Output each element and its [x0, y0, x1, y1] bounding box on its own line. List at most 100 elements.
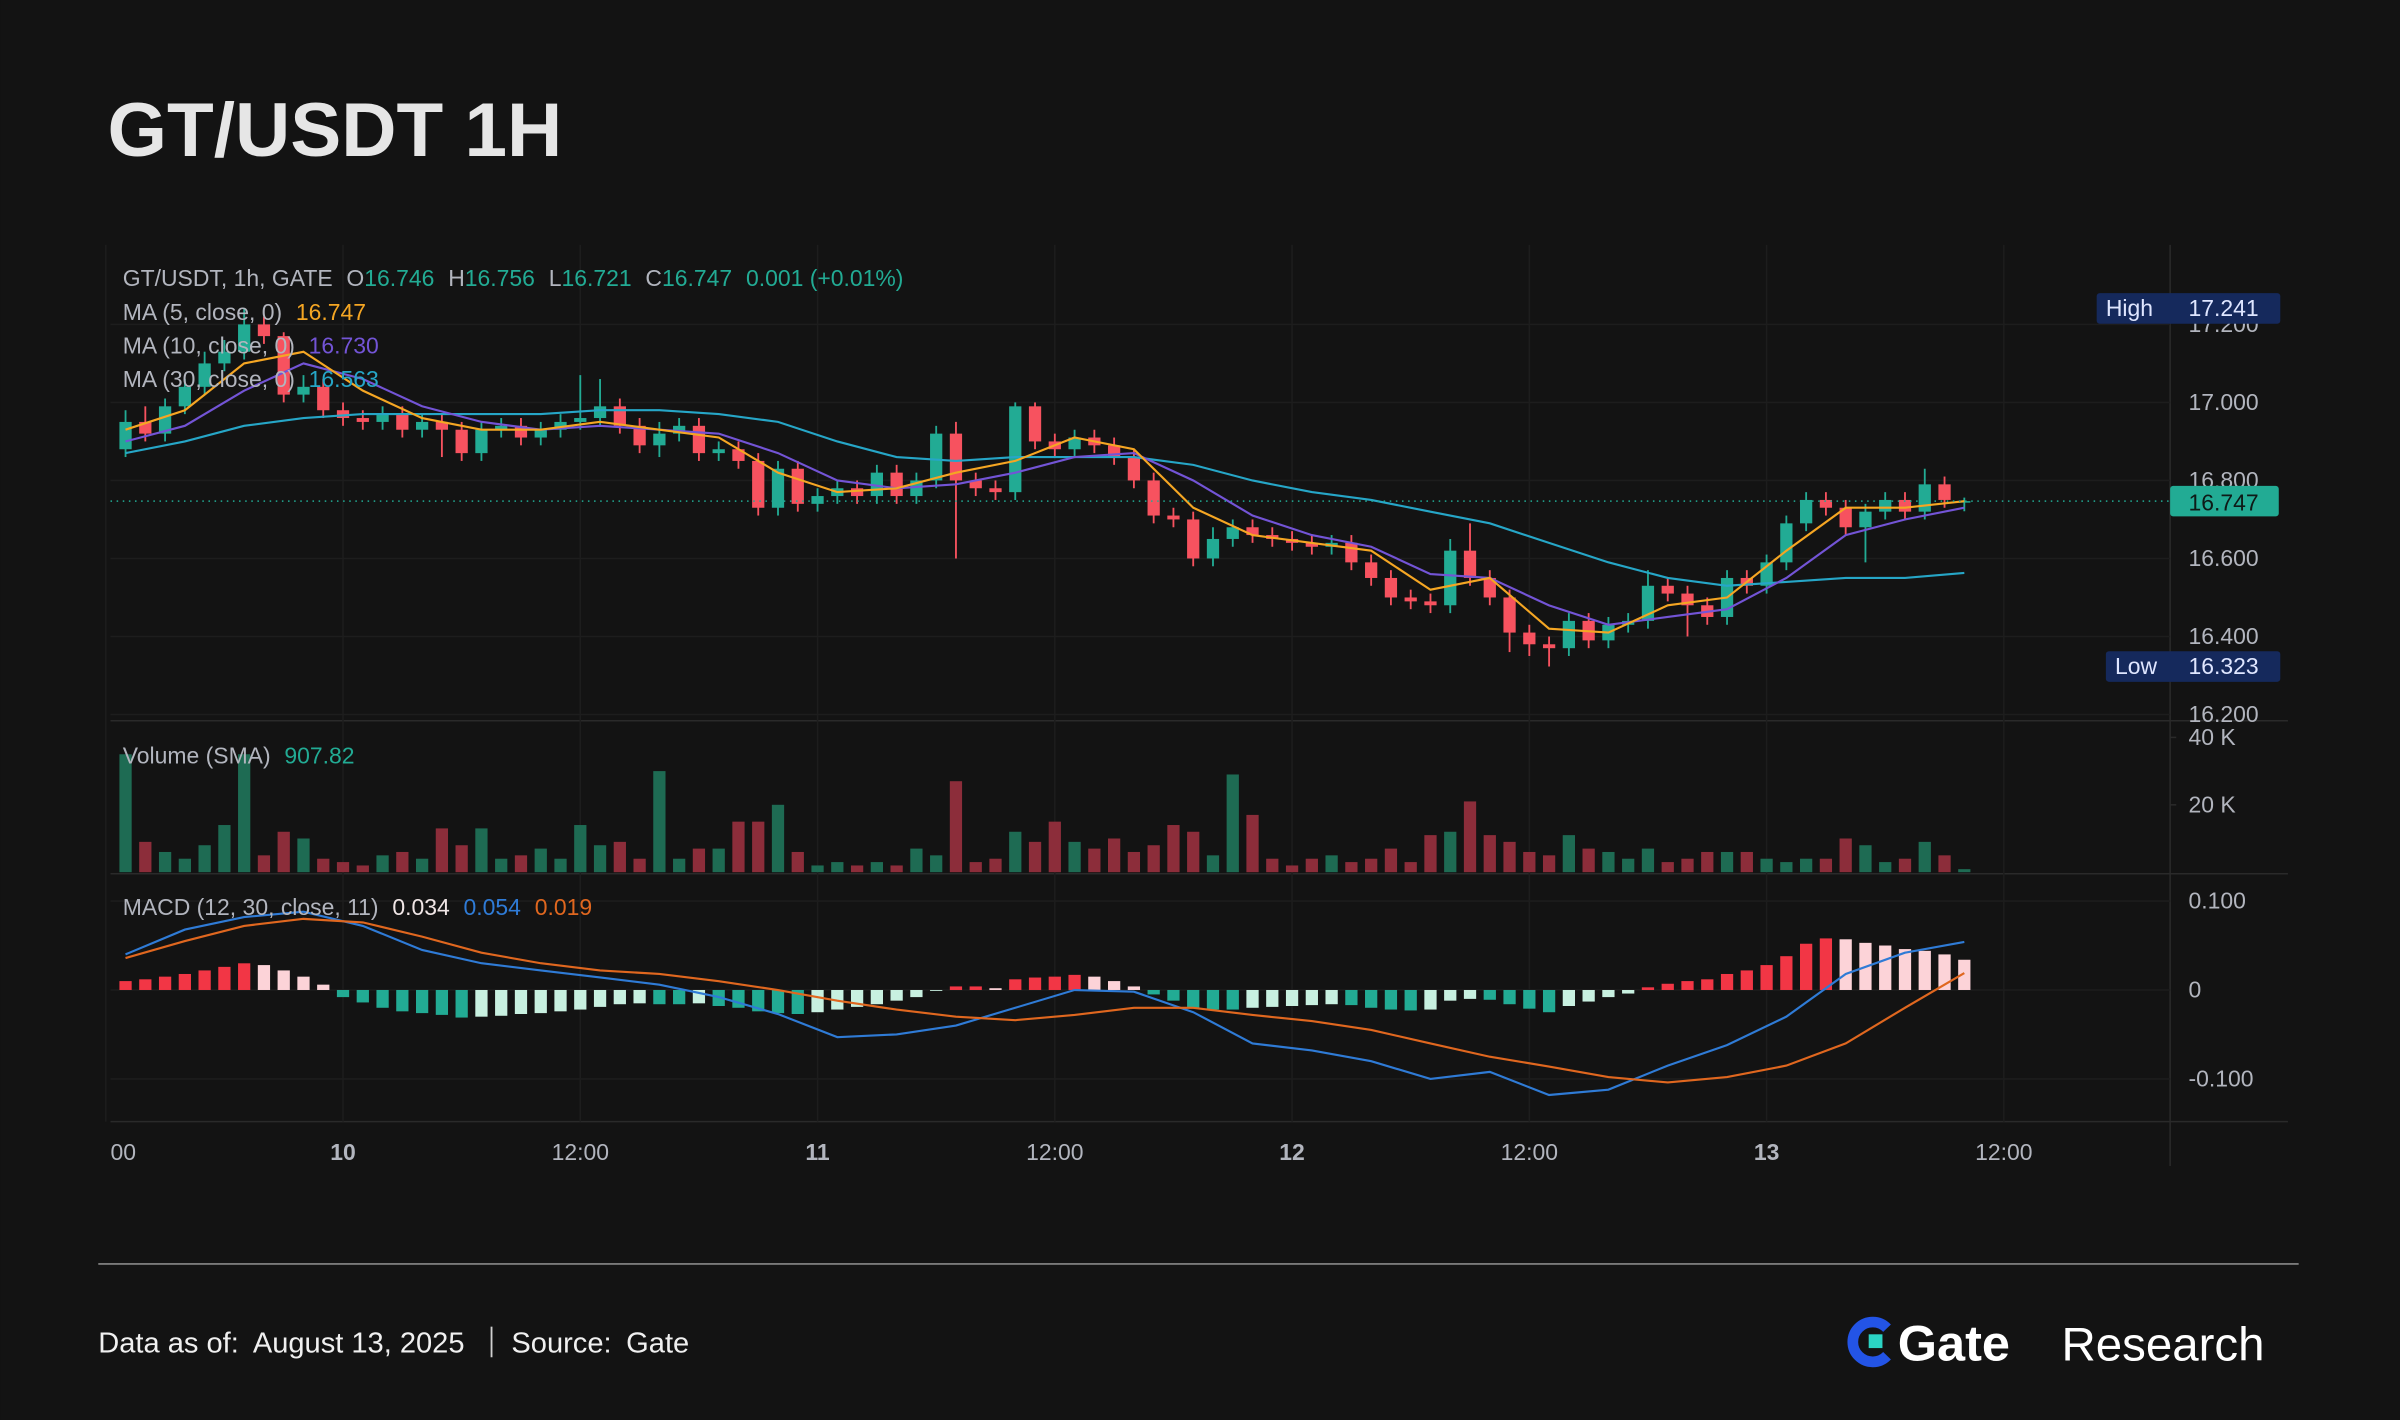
volume-bar [1226, 774, 1239, 873]
candle-body [1187, 519, 1200, 559]
candle-body [1542, 644, 1556, 649]
volume-bar [593, 845, 607, 873]
macd-histogram-bar [1483, 989, 1496, 1000]
title: GT/USDT 1H [107, 88, 562, 173]
macd-legend-item: 0.019 [535, 894, 592, 920]
macd-line [125, 910, 1965, 1097]
logo-suffix: Research [2061, 1318, 2264, 1371]
macd-histogram-bar [495, 989, 508, 1016]
macd-histogram-bar [1879, 945, 1892, 990]
macd-histogram-bar [1780, 956, 1793, 990]
macd-histogram-bar [1068, 974, 1081, 990]
volume-bar [356, 865, 369, 873]
macd-histogram-bar [1602, 989, 1615, 998]
candle-body [376, 414, 389, 422]
candle-body [1009, 406, 1022, 493]
y-tick-label: -0.100 [2188, 1066, 2253, 1092]
macd-histogram-bar [336, 989, 350, 998]
low-box [2105, 651, 2281, 682]
last-price-box [2170, 485, 2279, 517]
macd-histogram-bar [1127, 986, 1141, 990]
macd-legend-item: 0.054 [464, 894, 522, 920]
candle-body [1068, 437, 1081, 450]
macd-histogram-bar [910, 989, 923, 998]
candle-body [1681, 593, 1694, 606]
volume-bar [692, 848, 706, 873]
candle-body [198, 363, 211, 387]
macd-histogram-bar [791, 989, 804, 1015]
macd-histogram-bar [1226, 989, 1239, 1010]
macd-histogram-bar [1720, 973, 1734, 990]
volume-bar [475, 828, 488, 873]
macd-histogram-bar [1424, 989, 1437, 1010]
macd-histogram-bar [1444, 989, 1457, 1001]
macd-histogram-bar [732, 989, 745, 1008]
ma-legend-item: MA (30, close, 0) [123, 366, 295, 392]
volume-bar [1345, 862, 1358, 873]
volume-bar [1009, 831, 1022, 873]
volume-bar [317, 858, 330, 873]
low-value: 16.323 [2188, 653, 2258, 679]
macd-histogram-bar [554, 989, 567, 1012]
macd-histogram-bar [218, 966, 231, 990]
volume-bar [1068, 841, 1081, 873]
candle-body [633, 425, 646, 446]
macd-legend: MACD (12, 30, close, 11) 0.034 0.054 0.019 [123, 894, 592, 920]
macd-histogram-bar [119, 981, 132, 990]
candle-body [692, 425, 706, 454]
x-tick-label: 11 [805, 1139, 829, 1165]
ma-line [125, 350, 1965, 634]
candle-body [514, 425, 528, 438]
ma-legend: MA (10, close, 0) 16.730 [123, 332, 379, 358]
macd-histogram-bar [989, 988, 1002, 990]
x-tick-label: 13 [1754, 1139, 1780, 1165]
volume-bar [1483, 835, 1496, 873]
ma-legend-item: 16.563 [309, 366, 379, 392]
ma-legend-item: MA (10, close, 0) [123, 332, 295, 358]
candle-body [771, 468, 785, 508]
volume-bar [1424, 835, 1437, 873]
macd-histogram-bar [1009, 979, 1022, 990]
candle-body [1503, 597, 1516, 633]
candle-body [969, 480, 982, 489]
volume-bar [811, 865, 824, 873]
ohlc-legend-item: 16.747 [662, 265, 732, 291]
macd-histogram-bar [238, 963, 251, 990]
macd-histogram-bar [633, 989, 646, 1004]
volume-bar [673, 858, 686, 873]
x-tick-label: 12:00 [1501, 1139, 1558, 1165]
volume-bar [712, 848, 725, 873]
macd-histogram-bar [1088, 976, 1101, 990]
ohlc-legend-item: 16.756 [465, 265, 535, 291]
volume-bar [1819, 858, 1833, 873]
volume-bar [1444, 831, 1457, 873]
macd-histogram-bar [1641, 987, 1655, 990]
ohlc-legend-item: 0.001 (+0.01%) [746, 265, 903, 291]
candle-body [1147, 480, 1160, 516]
macd-histogram-bar [1147, 989, 1160, 995]
logo-icon-square [1868, 1334, 1883, 1349]
volume-bar [1463, 801, 1477, 873]
macd-histogram-bar [1463, 989, 1477, 999]
macd-histogram-bar [613, 989, 626, 1005]
volume-bar [633, 858, 646, 873]
macd-histogram-bar [297, 976, 310, 990]
macd-histogram-bar [158, 976, 172, 990]
volume-bar [554, 858, 567, 873]
volume-bar [1167, 825, 1180, 873]
candle-body [1384, 577, 1398, 598]
macd-histogram-bar [1562, 989, 1576, 1006]
volume-bar [1661, 862, 1674, 873]
macd-histogram-bar [930, 989, 943, 991]
volume-bar [534, 848, 547, 873]
macd-histogram-bar [435, 989, 449, 1015]
y-tick-label: 0 [2188, 977, 2201, 1003]
candle-body [653, 433, 666, 446]
last-price-label: 16.747 [2188, 489, 2258, 515]
candle-body [1345, 542, 1358, 563]
macd-histogram-bar [574, 989, 587, 1010]
volume-bar [514, 855, 528, 873]
volume-bar [277, 831, 290, 873]
